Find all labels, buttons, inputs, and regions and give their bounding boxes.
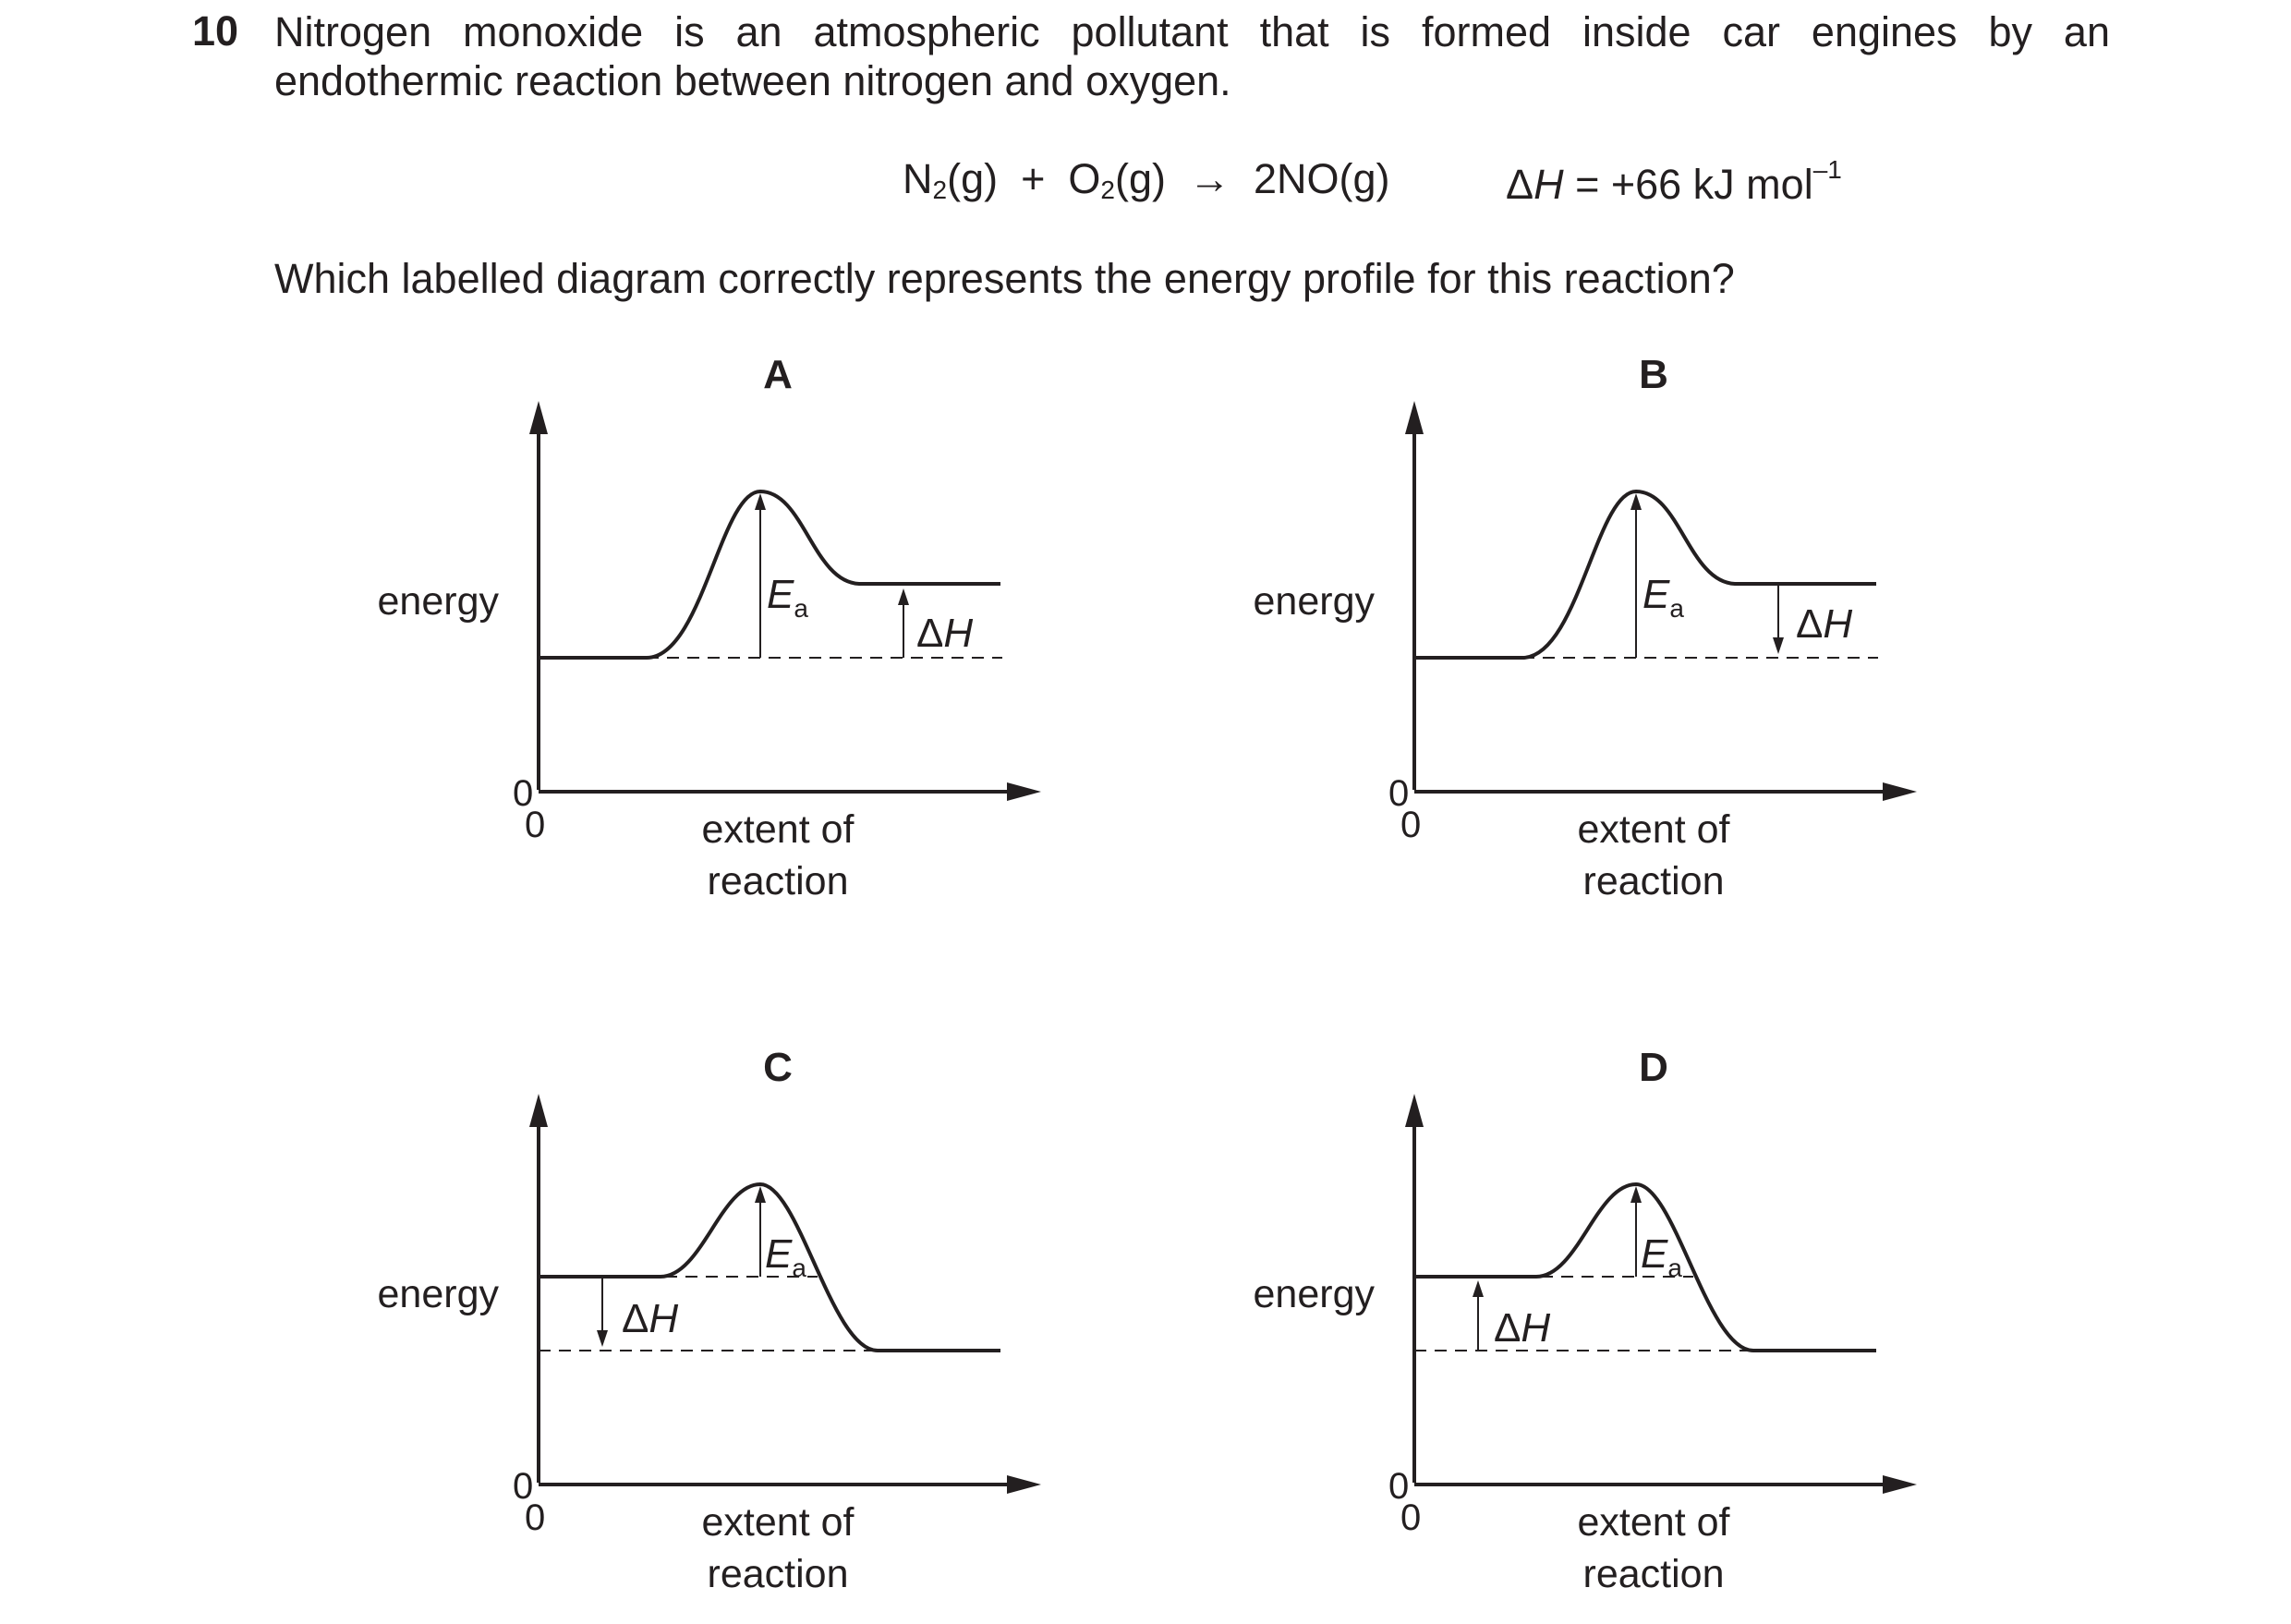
- x-origin-label: 0: [525, 805, 545, 845]
- x-axis-label-line1: extent of: [702, 807, 855, 852]
- x-origin-label: 0: [1400, 1497, 1421, 1538]
- dh-label: ΔH: [1494, 1305, 1550, 1351]
- ea-arrow-head: [1630, 1186, 1642, 1203]
- option-letter: D: [1639, 1045, 1668, 1090]
- x-axis-label-line1: extent of: [702, 1500, 855, 1545]
- x-axis-label-line2: reaction: [708, 859, 849, 903]
- y-origin-label: 0: [513, 1466, 533, 1507]
- dh-arrow-head: [597, 1330, 608, 1347]
- y-axis-label: energy: [1254, 579, 1376, 624]
- ea-label: Ea: [1642, 572, 1684, 623]
- dh-arrow-head: [1773, 637, 1784, 654]
- dh-arrow-head: [898, 588, 909, 605]
- y-axis-arrow: [1405, 401, 1424, 434]
- energy-curve: [539, 1182, 1000, 1352]
- x-origin-label: 0: [1400, 805, 1421, 845]
- y-axis-label: energy: [378, 1272, 500, 1316]
- y-origin-label: 0: [1388, 773, 1409, 814]
- ea-label: Ea: [767, 572, 808, 623]
- ea-arrow-head: [755, 1186, 766, 1203]
- ea-arrow-head: [755, 493, 766, 510]
- question-text: Nitrogen monoxide is an atmospheric poll…: [274, 7, 2110, 105]
- x-axis-arrow: [1883, 1475, 1917, 1494]
- x-axis-arrow: [1883, 782, 1917, 801]
- x-axis-label-line1: extent of: [1578, 1500, 1731, 1545]
- chemical-equation: N2(g) + O2(g) → 2NO(g): [903, 155, 1390, 204]
- question-prompt: Which labelled diagram correctly represe…: [274, 255, 1735, 302]
- option-letter: B: [1639, 352, 1668, 397]
- y-axis-arrow: [529, 401, 548, 434]
- x-axis-label-line2: reaction: [708, 1552, 849, 1596]
- enthalpy-change-value: ΔH = +66 kJ mol–1: [1506, 155, 1842, 208]
- dh-label: ΔH: [1796, 601, 1852, 647]
- y-axis-arrow: [1405, 1094, 1424, 1127]
- question-line-2: endothermic reaction between nitrogen an…: [274, 57, 1231, 104]
- y-axis-label: energy: [378, 579, 500, 624]
- energy-curve: [539, 489, 1000, 660]
- y-origin-label: 0: [1388, 1466, 1409, 1507]
- y-origin-label: 0: [513, 773, 533, 814]
- ea-label: Ea: [1641, 1231, 1682, 1282]
- ea-arrow-head: [1630, 493, 1642, 510]
- x-axis-label-line2: reaction: [1583, 1552, 1725, 1596]
- dh-arrow-head: [1473, 1280, 1484, 1297]
- option-letter: C: [763, 1045, 793, 1090]
- option-letter: A: [763, 352, 793, 397]
- y-axis-arrow: [529, 1094, 548, 1127]
- x-axis-label-line2: reaction: [1583, 859, 1725, 903]
- energy-curve: [1414, 489, 1876, 660]
- y-axis-label: energy: [1254, 1272, 1376, 1316]
- dh-label: ΔH: [622, 1296, 678, 1341]
- energy-curve: [1414, 1182, 1876, 1352]
- question-line-1: Nitrogen monoxide is an atmospheric poll…: [274, 8, 2110, 55]
- question-number: 10: [192, 7, 239, 55]
- x-origin-label: 0: [525, 1497, 545, 1538]
- x-axis-arrow: [1007, 1475, 1041, 1494]
- dh-label: ΔH: [916, 611, 973, 656]
- x-axis-arrow: [1007, 782, 1041, 801]
- x-axis-label-line1: extent of: [1578, 807, 1731, 852]
- ea-label: Ea: [765, 1231, 806, 1282]
